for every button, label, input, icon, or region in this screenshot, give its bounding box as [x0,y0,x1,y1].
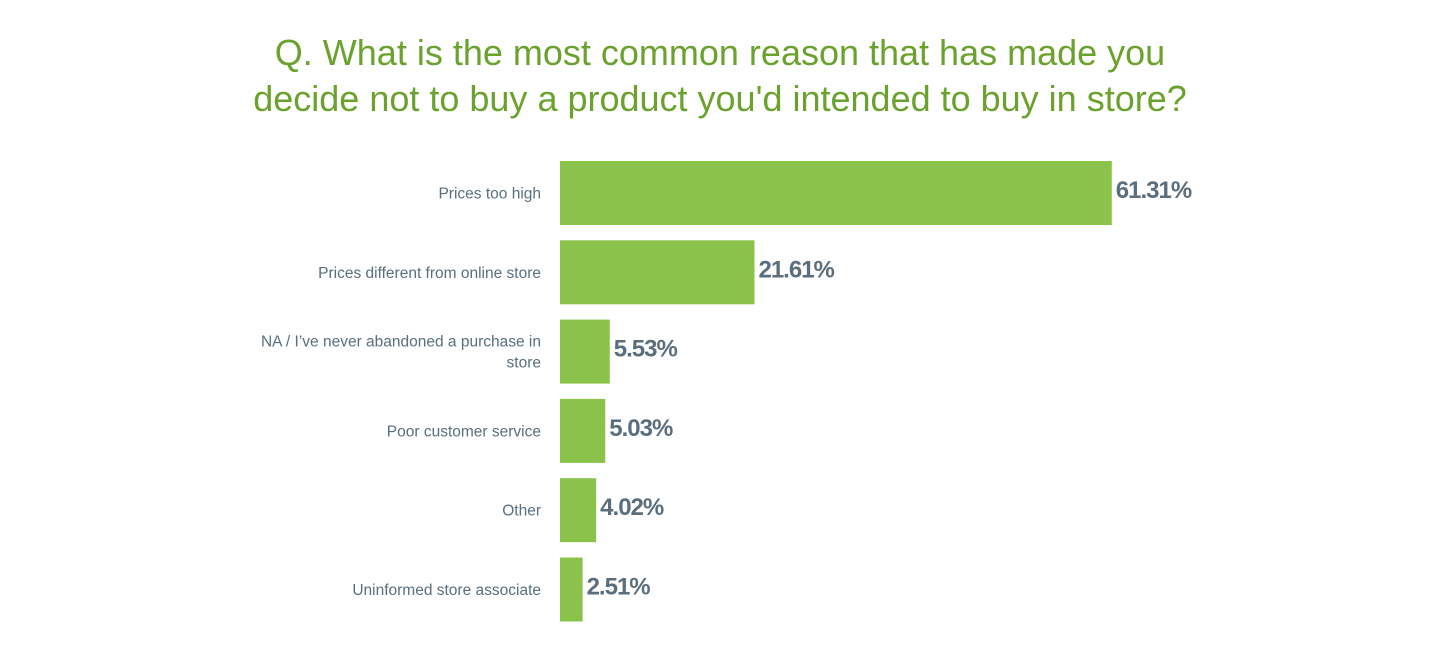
chart-title-line-1: Q. What is the most common reason that h… [274,32,1166,73]
bar-2 [560,240,755,305]
chart-title: Q. What is the most common reason that h… [0,30,1440,122]
value-label-1: 61.31% [1116,177,1192,204]
category-label-line: Prices different from online store [318,265,541,282]
category-label-line: Poor customer service [387,423,541,440]
category-label-6: Uninformed store associate [352,582,541,599]
bar-1 [560,161,1112,225]
value-label-5: 4.02% [600,494,664,521]
category-label-line: Uninformed store associate [352,582,541,599]
category-label-line: NA / I’ve never abandoned a purchase in [261,334,541,351]
value-label-4: 5.03% [609,415,673,442]
category-label-3: NA / I’ve never abandoned a purchase in s… [261,334,541,372]
value-label-6: 2.51% [587,574,651,601]
category-label-line: store [507,355,541,372]
value-label-3: 5.53% [614,336,678,363]
bar-3 [560,319,610,384]
value-label-2: 21.61% [758,256,834,283]
bar-6 [560,557,583,622]
category-label-line: Other [502,503,541,520]
bar-4 [560,398,606,463]
category-label-2: Prices different from online store [318,265,541,282]
category-label-1: Prices too high [438,186,541,203]
chart-title-line-2: decide not to buy a product you'd intend… [253,78,1187,119]
category-label-4: Poor customer service [387,423,541,440]
bar-5 [560,478,597,543]
category-label-line: Prices too high [438,186,541,203]
category-label-5: Other [502,503,541,520]
